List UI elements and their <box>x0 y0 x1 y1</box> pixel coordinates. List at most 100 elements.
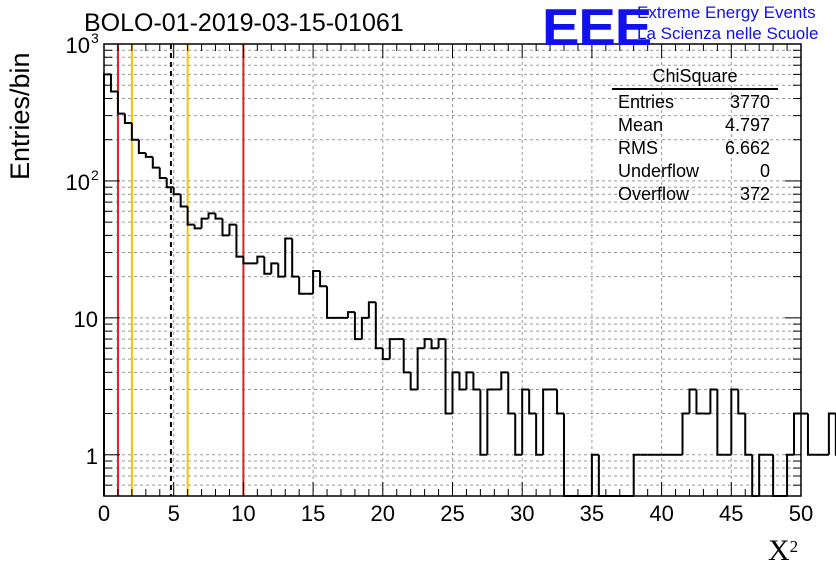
chart-title: BOLO-01-2019-03-15-01061 <box>84 9 404 37</box>
histogram-bin <box>472 372 481 391</box>
stats-value: 4.797 <box>724 115 770 135</box>
histogram-bin <box>360 316 369 340</box>
x-tick-label: 20 <box>371 501 395 526</box>
stats-row-overflow: Overflow 372 <box>612 183 778 206</box>
histogram-bin <box>263 256 272 275</box>
stats-box: ChiSquare Entries 3770 Mean 4.797 RMS 6.662… <box>612 66 778 206</box>
histogram-bin <box>632 453 641 496</box>
x-tick-label: 30 <box>510 501 534 526</box>
histogram-bin <box>367 301 376 318</box>
histogram-bin <box>528 389 537 415</box>
histogram-bin <box>716 389 725 456</box>
histogram-bin <box>486 388 495 455</box>
stats-value: 0 <box>759 161 770 181</box>
stats-row-underflow: Underflow 0 <box>612 160 778 183</box>
histogram-bin <box>186 206 195 226</box>
histogram-bin <box>507 372 516 415</box>
y-tick-label: 10 <box>66 170 90 195</box>
histogram-bin <box>312 269 321 294</box>
x-tick-label: 0 <box>98 501 110 526</box>
histogram-bin <box>409 372 418 391</box>
stats-label: Overflow <box>618 184 690 204</box>
histogram-bin <box>319 270 328 288</box>
histogram-bin <box>444 339 453 415</box>
histogram-bin <box>730 388 739 455</box>
histogram-bin <box>242 256 251 265</box>
histogram-bin <box>556 389 565 415</box>
x-tick-label: 5 <box>168 501 180 526</box>
histogram-bin <box>535 413 544 456</box>
histogram-bin <box>130 122 139 141</box>
x-axis-label-base: X <box>768 534 790 567</box>
x-tick-label: 10 <box>231 501 255 526</box>
histogram-bin <box>353 312 362 341</box>
histogram-bin <box>695 389 704 415</box>
histogram-bin <box>123 113 132 124</box>
x-tick-label: 40 <box>649 501 673 526</box>
y-tick-label-exponent: 2 <box>91 167 99 183</box>
stats-value: 6.662 <box>724 138 770 158</box>
histogram-bin <box>758 453 767 496</box>
y-tick-label: 10 <box>74 307 98 332</box>
histogram-bin <box>479 389 488 456</box>
histogram-bin <box>137 139 146 154</box>
histogram-bin <box>827 412 836 455</box>
histogram-bin <box>416 347 425 390</box>
histogram-bin <box>681 412 690 455</box>
stats-value: 372 <box>739 184 770 204</box>
histogram-bin <box>158 167 167 180</box>
histogram-bin <box>465 371 474 390</box>
histogram-bin <box>346 311 355 318</box>
histogram-bin <box>221 218 230 237</box>
histogram-bin <box>144 152 153 158</box>
histogram-bin <box>793 412 801 455</box>
logo-line-1: Extreme Energy Events <box>637 3 816 22</box>
histogram-bin <box>235 224 244 258</box>
histogram-bin <box>172 187 181 196</box>
stats-row-entries: Entries 3770 <box>612 91 778 114</box>
histogram-bin <box>381 348 390 361</box>
histogram-bin <box>291 238 300 278</box>
histogram-bin <box>744 413 753 456</box>
histogram-bin <box>103 73 111 496</box>
histogram-bin <box>193 224 202 230</box>
stats-value: 3770 <box>729 92 770 112</box>
histogram-bin <box>430 339 439 350</box>
histogram-bin <box>207 212 216 219</box>
histogram-bin <box>277 263 286 278</box>
histogram-bin <box>423 338 432 349</box>
histogram-bin <box>214 213 223 220</box>
histogram-bin <box>179 194 188 208</box>
x-axis-label: X2 <box>768 534 798 568</box>
stats-title: ChiSquare <box>612 66 778 90</box>
logo-line-2: La Scienza nelle Scuole <box>637 24 819 43</box>
histogram-bin <box>109 74 118 93</box>
y-axis-label: Entries/bin <box>5 52 35 180</box>
histogram-bin <box>521 388 530 455</box>
histogram-bin <box>458 372 467 391</box>
x-axis-label-sup: 2 <box>789 537 799 556</box>
histogram-bin <box>200 217 209 229</box>
stats-row-rms: RMS 6.662 <box>612 137 778 160</box>
y-tick-label: 1 <box>86 444 98 469</box>
histogram-bin <box>256 255 265 264</box>
histogram-bin <box>402 339 411 374</box>
histogram-bin <box>270 262 279 274</box>
histogram-bin <box>298 276 307 295</box>
histogram-bin <box>151 156 160 169</box>
x-tick-label: 35 <box>580 501 604 526</box>
x-tick-label: 45 <box>719 501 743 526</box>
eee-logo: EEE <box>542 0 652 57</box>
stats-row-mean: Mean 4.797 <box>612 114 778 137</box>
y-tick-label: 10 <box>66 33 90 58</box>
histogram-bin <box>388 338 397 360</box>
x-tick-label: 50 <box>789 501 813 526</box>
stats-label: Underflow <box>618 161 700 181</box>
histogram-bin <box>542 388 551 455</box>
y-tick-label-exponent: 3 <box>91 30 99 46</box>
histogram-bin <box>500 371 509 390</box>
stats-label: RMS <box>618 138 658 158</box>
stats-label: Mean <box>618 115 664 135</box>
histogram-bin <box>116 91 125 115</box>
